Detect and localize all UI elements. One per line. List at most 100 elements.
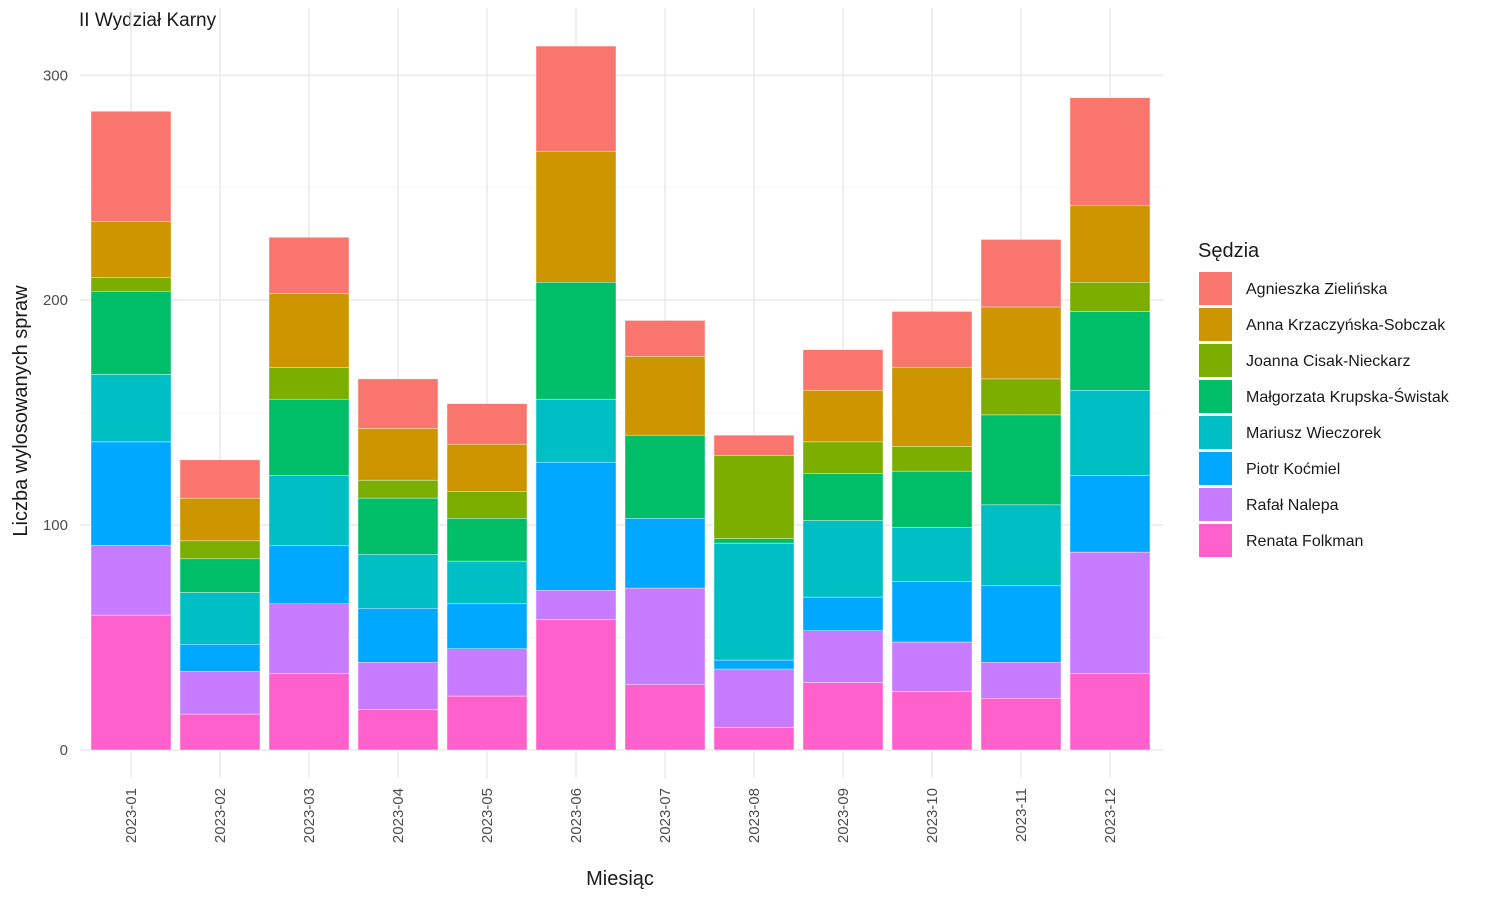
bar-segment bbox=[802, 520, 884, 598]
bar-segment bbox=[624, 434, 706, 519]
bar-segment bbox=[268, 293, 350, 368]
bar-segment bbox=[802, 682, 884, 751]
legend-label: Renata Folkman bbox=[1246, 533, 1363, 550]
bar-segment bbox=[980, 414, 1062, 506]
x-tick-label: 2023-07 bbox=[657, 788, 674, 843]
bar-segment bbox=[446, 648, 528, 697]
bar-segment bbox=[713, 727, 795, 751]
bar-segment bbox=[624, 356, 706, 436]
bar-segment bbox=[1069, 389, 1151, 476]
bar-segment bbox=[179, 558, 261, 593]
bar-segment bbox=[713, 542, 795, 661]
legend-swatch bbox=[1199, 488, 1232, 521]
bar-segment bbox=[446, 695, 528, 751]
bar-segment bbox=[90, 221, 172, 278]
bar-segment bbox=[713, 538, 795, 544]
bar-segment bbox=[891, 691, 973, 751]
y-axis-ticks: 0 100 200 300 bbox=[43, 67, 68, 759]
bar-segment bbox=[268, 603, 350, 674]
bar-segment bbox=[357, 554, 439, 609]
y-tick-label: 300 bbox=[43, 67, 68, 84]
bar-segment bbox=[535, 282, 617, 400]
bar-segment bbox=[980, 585, 1062, 663]
bar-segment bbox=[802, 596, 884, 632]
bar-segment bbox=[179, 540, 261, 560]
bar-segment bbox=[179, 497, 261, 542]
bar-segment bbox=[535, 590, 617, 620]
bar-segment bbox=[891, 581, 973, 643]
bar-segment bbox=[268, 673, 350, 751]
y-axis-title: Liczba wylosowanych spraw bbox=[10, 285, 32, 537]
x-tick-label: 2023-02 bbox=[212, 788, 229, 843]
bar-segment bbox=[1069, 551, 1151, 674]
bar-segment bbox=[713, 668, 795, 728]
bar-segment bbox=[891, 527, 973, 582]
bar-segment bbox=[624, 684, 706, 751]
bar-segment bbox=[268, 398, 350, 476]
bar-segment bbox=[802, 441, 884, 474]
bar-segment bbox=[891, 311, 973, 368]
bar-segment bbox=[446, 491, 528, 519]
legend-swatch bbox=[1199, 452, 1232, 485]
bar-segment bbox=[90, 111, 172, 222]
bar-segment bbox=[90, 614, 172, 751]
x-tick-label: 2023-04 bbox=[390, 788, 407, 843]
bar-segment bbox=[535, 461, 617, 591]
bar-segment bbox=[980, 698, 1062, 751]
bar-segment bbox=[357, 479, 439, 499]
legend-label: Małgorzata Krupska-Świstak bbox=[1246, 387, 1450, 406]
bar-segment bbox=[535, 619, 617, 751]
bar-segment bbox=[535, 398, 617, 463]
legend-swatch bbox=[1199, 344, 1232, 377]
bar-segment bbox=[357, 608, 439, 663]
bar-segment bbox=[891, 470, 973, 528]
bar-segment bbox=[624, 320, 706, 357]
x-tick-label: 2023-10 bbox=[924, 788, 941, 843]
legend-label: Piotr Koćmiel bbox=[1246, 461, 1340, 478]
bar-segment bbox=[1069, 475, 1151, 553]
bar-segment bbox=[624, 587, 706, 685]
x-tick-label: 2023-11 bbox=[1013, 788, 1030, 842]
bar-segment bbox=[980, 504, 1062, 587]
legend-swatch bbox=[1199, 524, 1232, 557]
bar-segment bbox=[535, 151, 617, 283]
legend: Sędzia Agnieszka Zielińska Anna Krzaczyńs… bbox=[1198, 240, 1450, 557]
bar-segment bbox=[179, 713, 261, 751]
bar-segment bbox=[446, 518, 528, 562]
bar-segment bbox=[357, 709, 439, 751]
legend-label: Agnieszka Zielińska bbox=[1246, 281, 1388, 298]
bar-segment bbox=[179, 671, 261, 715]
bar-segment bbox=[357, 428, 439, 481]
legend-title: Sędzia bbox=[1198, 240, 1260, 262]
y-tick-label: 0 bbox=[60, 742, 68, 759]
bar-segment bbox=[90, 291, 172, 375]
bar-segment bbox=[179, 459, 261, 499]
bar-segment bbox=[446, 603, 528, 649]
bar-segment bbox=[535, 45, 617, 152]
x-tick-label: 2023-12 bbox=[1102, 788, 1119, 843]
bar-segment bbox=[268, 237, 350, 294]
bar-segment bbox=[90, 277, 172, 292]
bar-segment bbox=[446, 560, 528, 605]
bar-segment bbox=[624, 518, 706, 589]
x-tick-label: 2023-05 bbox=[479, 788, 496, 843]
legend-label: Anna Krzaczyńska-Sobczak bbox=[1246, 317, 1446, 334]
bar-segment bbox=[90, 545, 172, 616]
bar-segment bbox=[1069, 282, 1151, 312]
x-axis-title: Miesiąc bbox=[586, 868, 654, 890]
bar-segment bbox=[446, 403, 528, 445]
y-tick-label: 200 bbox=[43, 292, 68, 309]
bar-segment bbox=[1069, 97, 1151, 206]
bar-segment bbox=[357, 378, 439, 429]
bar-segment bbox=[1069, 311, 1151, 391]
bar-segment bbox=[179, 592, 261, 645]
x-axis-ticks: 2023-01 2023-02 2023-03 2023-04 2023-05 2023-… bbox=[123, 788, 1119, 843]
legend-swatch bbox=[1199, 380, 1232, 413]
x-tick-label: 2023-08 bbox=[746, 788, 763, 843]
bar-segment bbox=[891, 367, 973, 447]
legend-swatch bbox=[1199, 416, 1232, 449]
bar-segment bbox=[980, 662, 1062, 699]
bar-segment bbox=[980, 306, 1062, 380]
bar-segment bbox=[90, 374, 172, 443]
